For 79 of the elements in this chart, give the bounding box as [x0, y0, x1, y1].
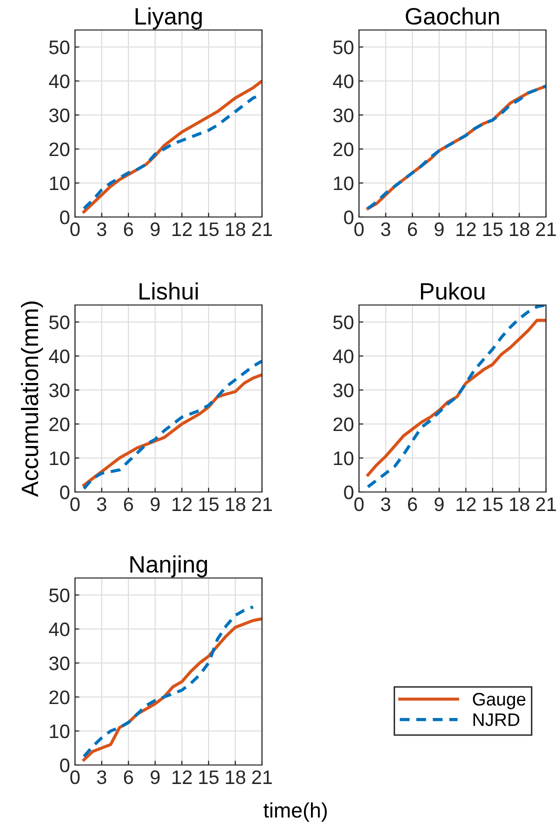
x-tick-label: 3	[381, 222, 390, 236]
x-tick-label: 6	[408, 222, 417, 236]
x-tick-label: 12	[172, 497, 192, 511]
x-tick-label: 15	[199, 770, 219, 784]
y-axis-title: Accumulation(mm)	[20, 302, 43, 497]
x-tick-label: 9	[150, 770, 160, 784]
y-tick-label: 10	[334, 451, 354, 466]
y-tick-label: 20	[49, 690, 70, 704]
x-tick-label: 6	[124, 770, 133, 784]
x-tick-label: 21	[252, 497, 272, 511]
x-tick-label: 6	[124, 222, 133, 236]
y-tick-label: 30	[49, 383, 70, 398]
x-tick-label: 21	[536, 222, 556, 236]
y-tick-label: 40	[332, 74, 354, 88]
y-tick-label: 50	[333, 315, 354, 330]
y-tick-label: 0	[60, 758, 70, 772]
y-tick-label: 40	[48, 349, 70, 364]
x-tick-label: 12	[172, 222, 192, 236]
x-tick-label: 6	[124, 497, 133, 512]
y-tick-label: 20	[49, 142, 70, 156]
x-tick-label: 12	[456, 497, 476, 511]
x-tick-label: 21	[536, 497, 556, 511]
y-tick-label: 20	[333, 417, 354, 432]
x-tick-label: 3	[381, 497, 390, 512]
x-tick-label: 9	[150, 497, 160, 512]
x-axis-title: time(h)	[264, 802, 327, 822]
y-tick-label: 10	[50, 176, 70, 190]
legend-label: Gauge	[472, 692, 526, 710]
x-tick-label: 15	[483, 498, 503, 512]
y-tick-label: 30	[333, 383, 354, 398]
y-tick-label: 0	[344, 485, 354, 500]
y-tick-label: 10	[334, 176, 354, 190]
chart-title: Lishui	[140, 282, 198, 300]
y-tick-label: 0	[60, 485, 70, 500]
legend-label: NJRD	[473, 713, 520, 726]
y-tick-label: 40	[332, 349, 354, 364]
x-tick-label: 12	[172, 770, 192, 784]
y-tick-label: 50	[333, 40, 354, 54]
x-tick-label: 18	[226, 497, 246, 512]
x-tick-label: 0	[70, 770, 80, 784]
y-tick-label: 50	[49, 315, 70, 330]
y-tick-label: 20	[49, 417, 70, 432]
x-tick-label: 6	[408, 497, 417, 512]
y-tick-label: 50	[49, 40, 70, 54]
x-tick-label: 9	[150, 222, 160, 236]
y-tick-label: 30	[49, 108, 70, 122]
y-tick-label: 40	[48, 74, 70, 88]
x-tick-label: 3	[97, 770, 106, 784]
chart-title: Gaochun	[406, 7, 499, 25]
x-tick-label: 15	[199, 498, 219, 512]
x-tick-label: 18	[226, 770, 246, 784]
x-tick-label: 18	[226, 222, 246, 236]
x-tick-label: 18	[510, 497, 530, 512]
x-tick-label: 0	[70, 497, 80, 512]
x-tick-label: 0	[70, 222, 80, 236]
y-tick-label: 10	[50, 451, 70, 466]
x-tick-label: 15	[483, 222, 503, 236]
y-tick-label: 0	[344, 210, 354, 224]
y-tick-label: 40	[48, 622, 70, 636]
chart-title: Pukou	[420, 282, 484, 300]
x-tick-label: 3	[97, 497, 106, 512]
y-tick-label: 10	[50, 724, 70, 738]
y-tick-label: 30	[333, 108, 354, 122]
x-tick-label: 9	[434, 497, 444, 512]
y-tick-label: 20	[333, 142, 354, 156]
x-tick-label: 18	[510, 222, 530, 236]
chart-title: Liyang	[136, 7, 202, 30]
x-tick-label: 9	[434, 222, 444, 236]
x-tick-label: 0	[354, 222, 364, 236]
y-tick-label: 50	[49, 588, 70, 602]
chart-title: Nanjing	[130, 555, 208, 578]
x-tick-label: 3	[97, 222, 106, 236]
x-tick-label: 21	[252, 222, 272, 236]
y-tick-label: 0	[60, 210, 70, 224]
y-tick-label: 30	[49, 656, 70, 670]
x-tick-label: 21	[252, 770, 272, 784]
x-tick-label: 12	[456, 222, 476, 236]
x-tick-label: 15	[199, 222, 219, 236]
x-tick-label: 0	[354, 497, 364, 512]
